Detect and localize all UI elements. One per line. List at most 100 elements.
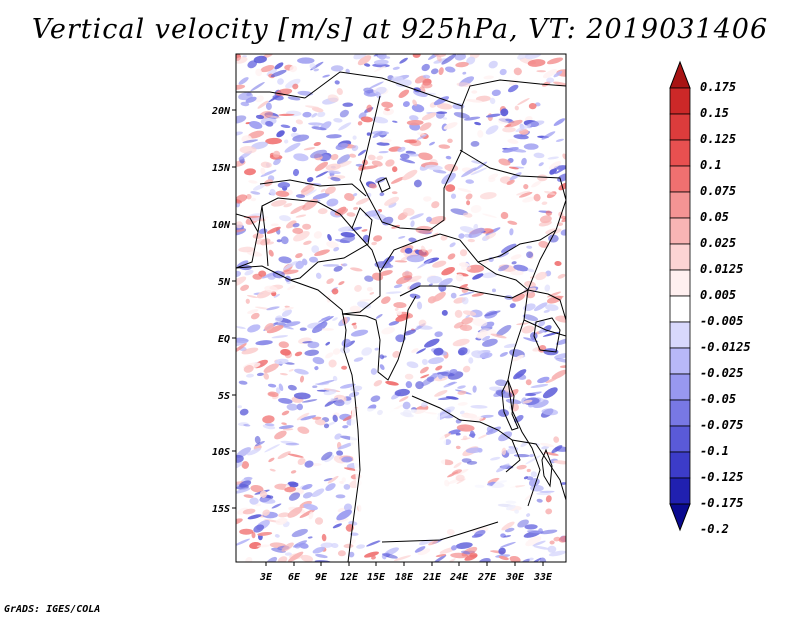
velocity-blob bbox=[397, 146, 406, 153]
velocity-blob bbox=[539, 215, 552, 224]
velocity-blob bbox=[292, 223, 300, 228]
velocity-blob bbox=[288, 492, 301, 501]
velocity-blob bbox=[390, 176, 405, 184]
velocity-blob bbox=[249, 541, 262, 550]
velocity-blob bbox=[559, 365, 566, 368]
velocity-blob bbox=[350, 329, 369, 337]
velocity-blob bbox=[455, 542, 473, 549]
velocity-blob bbox=[498, 547, 506, 555]
velocity-blob bbox=[405, 381, 413, 389]
velocity-blob bbox=[313, 231, 323, 239]
velocity-blob bbox=[448, 558, 456, 562]
velocity-blob bbox=[293, 392, 311, 400]
velocity-blob bbox=[503, 343, 517, 348]
velocity-blob bbox=[332, 375, 338, 382]
velocity-blob bbox=[333, 265, 343, 272]
velocity-blob bbox=[297, 57, 315, 64]
velocity-blob bbox=[422, 74, 431, 79]
velocity-blob bbox=[255, 114, 265, 120]
velocity-blob bbox=[330, 65, 344, 72]
velocity-blob bbox=[368, 81, 384, 89]
velocity-blob bbox=[545, 304, 559, 311]
velocity-blob bbox=[371, 160, 383, 167]
velocity-blob bbox=[327, 94, 339, 103]
velocity-blob bbox=[468, 227, 485, 239]
velocity-blob bbox=[280, 236, 289, 245]
velocity-blob bbox=[250, 312, 260, 320]
velocity-blob bbox=[545, 495, 552, 503]
velocity-blob bbox=[553, 436, 560, 443]
velocity-blob bbox=[306, 177, 314, 183]
velocity-blob bbox=[462, 435, 468, 441]
velocity-blob bbox=[402, 169, 418, 181]
velocity-blob bbox=[327, 397, 345, 402]
velocity-blob bbox=[284, 486, 297, 493]
velocity-blob bbox=[299, 375, 305, 383]
colorbar-level-label: 0.075 bbox=[700, 184, 737, 198]
velocity-blob bbox=[236, 461, 243, 469]
velocity-blob bbox=[490, 456, 501, 461]
velocity-blob bbox=[340, 232, 356, 238]
velocity-blob bbox=[435, 554, 447, 557]
velocity-blob bbox=[509, 228, 514, 236]
lat-tick-label: 20N bbox=[211, 106, 231, 117]
velocity-blob bbox=[466, 56, 476, 65]
colorbar-swatch bbox=[669, 87, 691, 115]
velocity-blob bbox=[278, 256, 292, 264]
velocity-blob bbox=[257, 100, 269, 109]
velocity-blob bbox=[359, 299, 371, 302]
velocity-blob bbox=[450, 292, 457, 299]
velocity-blob bbox=[277, 451, 291, 460]
velocity-blob bbox=[406, 119, 424, 126]
velocity-blob bbox=[238, 380, 248, 385]
velocity-blob bbox=[469, 416, 484, 422]
velocity-blob bbox=[332, 348, 341, 355]
velocity-blob bbox=[307, 536, 313, 539]
velocity-blob bbox=[339, 481, 344, 484]
velocity-blob bbox=[500, 108, 509, 117]
border-chad-sudan bbox=[461, 79, 566, 107]
velocity-blob bbox=[297, 426, 310, 434]
velocity-blob bbox=[311, 321, 328, 334]
velocity-blob bbox=[421, 112, 437, 121]
velocity-blob bbox=[240, 101, 250, 107]
colorbar-swatch bbox=[669, 321, 691, 349]
colorbar-level-label: -0.0125 bbox=[700, 340, 751, 354]
velocity-blob bbox=[366, 540, 382, 547]
velocity-blob bbox=[264, 322, 274, 332]
velocity-blob bbox=[382, 553, 398, 559]
velocity-blob bbox=[238, 92, 253, 101]
velocity-blob bbox=[391, 166, 398, 173]
velocity-blob bbox=[541, 201, 548, 205]
velocity-blob bbox=[536, 498, 543, 503]
velocity-blob bbox=[509, 303, 516, 309]
velocity-blob bbox=[533, 193, 541, 202]
velocity-blob bbox=[373, 59, 389, 66]
velocity-blob bbox=[265, 120, 274, 127]
colorbar-level-label: 0.1 bbox=[700, 158, 722, 172]
velocity-blob bbox=[406, 254, 425, 263]
velocity-blob bbox=[388, 202, 397, 208]
velocity-blob bbox=[554, 260, 562, 267]
velocity-blob bbox=[542, 69, 558, 79]
velocity-blob bbox=[248, 180, 258, 184]
velocity-blob bbox=[482, 338, 498, 347]
velocity-blob bbox=[510, 270, 524, 276]
colorbar-level-label: 0.0125 bbox=[700, 262, 744, 276]
velocity-blob bbox=[435, 365, 443, 371]
velocity-blob bbox=[271, 199, 287, 207]
velocity-blob bbox=[483, 75, 494, 80]
velocity-blob bbox=[472, 385, 477, 393]
velocity-blob bbox=[467, 238, 475, 243]
velocity-blob bbox=[279, 373, 288, 376]
velocity-blob bbox=[250, 82, 265, 92]
velocity-blob bbox=[379, 364, 385, 370]
velocity-blob bbox=[274, 62, 284, 70]
velocity-blob bbox=[256, 372, 264, 377]
velocity-blob bbox=[385, 159, 395, 167]
velocity-blob bbox=[312, 192, 330, 200]
velocity-blob bbox=[307, 341, 320, 349]
velocity-blob bbox=[553, 118, 566, 126]
border-niger bbox=[259, 179, 367, 197]
velocity-blob bbox=[309, 63, 316, 70]
